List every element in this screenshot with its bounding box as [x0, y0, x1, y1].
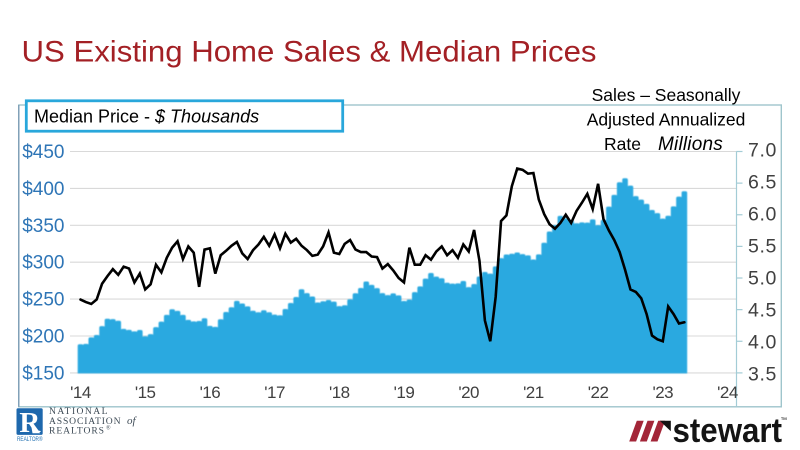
- svg-text:$400: $400: [22, 179, 64, 200]
- svg-text:$150: $150: [22, 363, 64, 384]
- svg-text:6.5: 6.5: [748, 172, 777, 194]
- svg-text:US Existing Home Sales & Media: US Existing Home Sales & Median Prices: [22, 36, 597, 69]
- svg-text:Rate: Rate: [604, 134, 641, 154]
- svg-text:Sales – Seasonally: Sales – Seasonally: [592, 85, 741, 105]
- svg-text:ASSOCIATION: ASSOCIATION: [49, 416, 121, 427]
- svg-text:'21: '21: [523, 383, 544, 402]
- svg-text:Millions: Millions: [658, 134, 723, 155]
- svg-text:'15: '15: [135, 383, 156, 402]
- svg-text:®: ®: [106, 425, 111, 432]
- svg-text:stewart: stewart: [673, 412, 783, 450]
- svg-text:Adjusted Annualized: Adjusted Annualized: [587, 110, 746, 130]
- svg-text:$250: $250: [22, 290, 64, 311]
- svg-text:'18: '18: [329, 383, 350, 402]
- svg-text:of: of: [127, 415, 138, 427]
- svg-text:4.5: 4.5: [748, 300, 777, 322]
- svg-text:REALTOR®: REALTOR®: [17, 435, 43, 443]
- svg-text:'19: '19: [394, 383, 415, 402]
- svg-text:'24: '24: [717, 383, 738, 402]
- svg-text:4.0: 4.0: [748, 332, 777, 354]
- svg-text:3.5: 3.5: [748, 364, 777, 386]
- svg-text:'22: '22: [588, 383, 609, 402]
- svg-text:$350: $350: [22, 216, 64, 237]
- svg-text:5.0: 5.0: [748, 268, 777, 290]
- svg-text:REALTORS: REALTORS: [49, 426, 104, 437]
- svg-text:Median Price - $ Thousands: Median Price - $ Thousands: [34, 107, 259, 127]
- svg-text:NATIONAL: NATIONAL: [49, 406, 108, 417]
- svg-text:'14: '14: [70, 383, 91, 402]
- svg-text:'23: '23: [652, 383, 673, 402]
- svg-text:'16: '16: [200, 383, 221, 402]
- svg-text:7.0: 7.0: [748, 140, 777, 162]
- svg-text:$200: $200: [22, 327, 64, 348]
- svg-text:5.5: 5.5: [748, 236, 777, 258]
- svg-text:'17: '17: [264, 383, 285, 402]
- svg-text:$300: $300: [22, 253, 64, 274]
- svg-text:R: R: [19, 407, 41, 439]
- svg-text:™: ™: [781, 417, 788, 424]
- svg-text:6.0: 6.0: [748, 204, 777, 226]
- svg-text:'20: '20: [458, 383, 479, 402]
- svg-text:$450: $450: [22, 142, 64, 163]
